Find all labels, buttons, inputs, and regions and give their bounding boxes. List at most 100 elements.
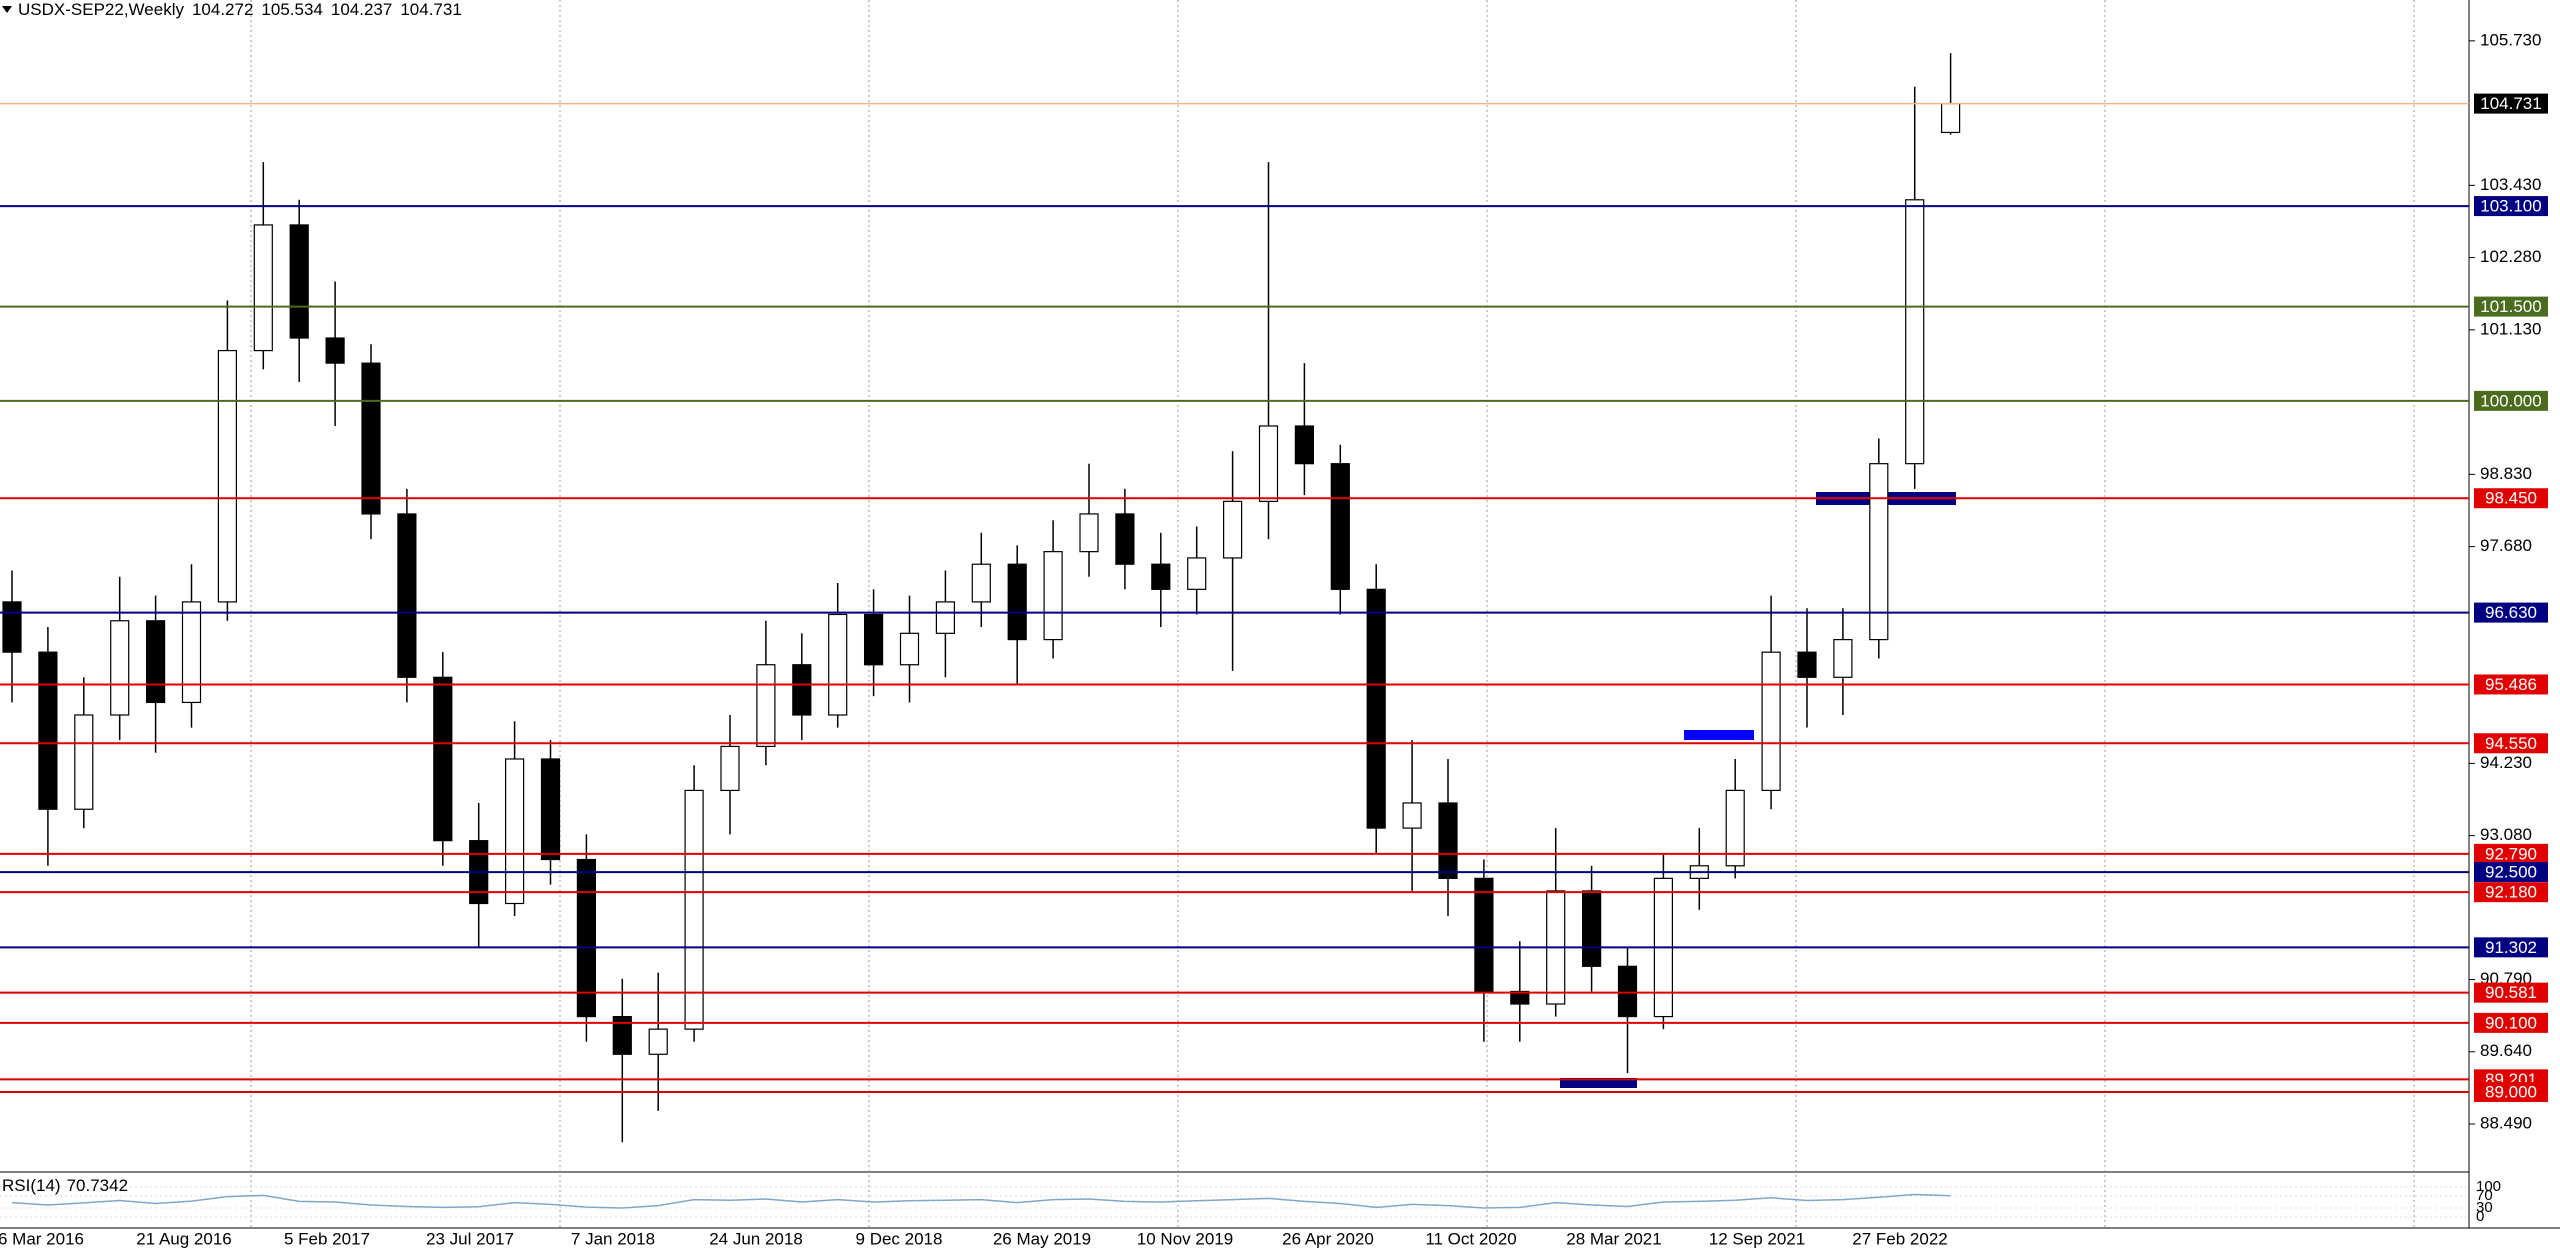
level-label-box bbox=[2474, 982, 2548, 1003]
level-label: 90.581 bbox=[2485, 983, 2537, 1002]
y-tick-label: 89.640 bbox=[2480, 1041, 2532, 1060]
level-label: 101.500 bbox=[2480, 297, 2541, 316]
y-tick-label: 94.230 bbox=[2480, 753, 2532, 772]
candle-body bbox=[1258, 425, 1279, 502]
level-label-box bbox=[2474, 488, 2548, 509]
x-tick-label: 24 Jun 2018 bbox=[709, 1229, 803, 1248]
level-label-box bbox=[2474, 296, 2548, 317]
x-tick-label: 21 Aug 2016 bbox=[136, 1229, 231, 1248]
level-label: 100.000 bbox=[2480, 391, 2541, 410]
candle-body bbox=[576, 858, 597, 1018]
candle-body bbox=[1474, 877, 1494, 993]
candle-body bbox=[1222, 500, 1243, 559]
level-label: 103.100 bbox=[2480, 197, 2541, 216]
zone bbox=[1560, 1078, 1637, 1088]
level-label-box bbox=[2474, 937, 2548, 958]
candle-body bbox=[756, 664, 776, 748]
level-label: 92.790 bbox=[2485, 844, 2537, 863]
candle-body bbox=[1617, 965, 1638, 1018]
level-label-box bbox=[2474, 1012, 2548, 1033]
x-tick-label: 7 Jan 2018 bbox=[571, 1229, 655, 1248]
rsi-tick-label: 0 bbox=[2476, 1208, 2484, 1225]
y-tick-label: 103.430 bbox=[2480, 175, 2541, 194]
level-label-box bbox=[2474, 196, 2548, 217]
candle-body bbox=[1294, 425, 1315, 465]
menu-arrow[interactable] bbox=[2, 6, 12, 13]
candle-body bbox=[146, 620, 166, 704]
candle-body bbox=[433, 676, 453, 842]
candle-body bbox=[110, 620, 130, 716]
candle-body bbox=[1402, 802, 1422, 829]
x-tick-label: 6 Mar 2016 bbox=[0, 1229, 84, 1248]
candle-body bbox=[505, 758, 525, 905]
rsi-tick-label: 70 bbox=[2476, 1187, 2493, 1204]
level-label-box bbox=[2474, 733, 2548, 754]
level-label: 96.630 bbox=[2485, 603, 2537, 622]
level-label: 98.450 bbox=[2485, 489, 2537, 508]
candle-body bbox=[397, 513, 417, 678]
level-label: 95.486 bbox=[2485, 675, 2537, 694]
x-tick-label: 11 Oct 2020 bbox=[1425, 1229, 1516, 1248]
rsi-value: 70.7342 bbox=[67, 1176, 128, 1195]
candle-body bbox=[1761, 651, 1781, 791]
candle-body bbox=[540, 758, 561, 861]
ohlc-value: 105.534 bbox=[261, 0, 322, 19]
level-label-box bbox=[2474, 882, 2548, 903]
level-label: 92.500 bbox=[2485, 863, 2537, 882]
zone bbox=[1684, 730, 1754, 740]
candle-body bbox=[253, 224, 273, 352]
level-label: 91.302 bbox=[2485, 938, 2537, 957]
candle-body bbox=[1797, 651, 1817, 678]
level-label: 90.100 bbox=[2485, 1013, 2537, 1032]
candle-body bbox=[74, 714, 94, 810]
candle-body bbox=[1043, 551, 1063, 641]
candle-body bbox=[1510, 990, 1530, 1005]
candle-body bbox=[1905, 199, 1925, 465]
candle-body bbox=[828, 613, 848, 716]
rsi-line bbox=[11, 1193, 1951, 1209]
candle-body bbox=[612, 1015, 632, 1055]
candle-body bbox=[1366, 588, 1386, 829]
candle-body bbox=[648, 1028, 668, 1055]
last-price-box bbox=[2474, 93, 2548, 114]
ohlc-value: 104.731 bbox=[400, 0, 461, 19]
candle-body bbox=[289, 224, 309, 339]
candle-body bbox=[1330, 463, 1350, 590]
x-tick-label: 10 Nov 2019 bbox=[1137, 1229, 1233, 1248]
level-label: 89.000 bbox=[2485, 1082, 2537, 1101]
y-tick-label: 93.080 bbox=[2480, 825, 2532, 844]
x-tick-label: 12 Sep 2021 bbox=[1709, 1229, 1805, 1248]
level-label-box bbox=[2474, 843, 2548, 864]
last-price-label: 104.731 bbox=[2480, 94, 2541, 113]
candle-body bbox=[361, 362, 381, 515]
candle-body bbox=[792, 664, 812, 716]
y-tick-label: 97.680 bbox=[2480, 536, 2532, 555]
x-tick-label: 26 Apr 2020 bbox=[1282, 1229, 1374, 1248]
level-label-box bbox=[2474, 862, 2548, 883]
rsi-tick-label: 30 bbox=[2476, 1199, 2493, 1216]
level-label-box bbox=[2474, 390, 2548, 411]
level-label-box bbox=[2474, 674, 2548, 695]
rsi-tick-label: 100 bbox=[2476, 1178, 2501, 1195]
x-tick-label: 26 May 2019 bbox=[993, 1229, 1091, 1248]
candle-body bbox=[1940, 103, 1961, 134]
level-label: 92.180 bbox=[2485, 883, 2537, 902]
candle-body bbox=[935, 601, 956, 634]
candle-body bbox=[899, 632, 920, 666]
candle-body bbox=[1869, 463, 1889, 641]
candle-body bbox=[1151, 563, 1171, 590]
candle-body bbox=[1007, 563, 1027, 641]
rsi-name: RSI(14) bbox=[2, 1176, 61, 1195]
x-tick-label: 27 Feb 2022 bbox=[1852, 1229, 1947, 1248]
header: USDX-SEP22,Weekly 104.272 105.534 104.237 10… bbox=[18, 0, 462, 19]
level-label-box bbox=[2474, 602, 2548, 623]
level-label-box bbox=[2474, 1081, 2548, 1102]
candle-body bbox=[217, 349, 237, 603]
rsi-label: RSI(14) 70.7342 bbox=[2, 1176, 128, 1195]
candle-body bbox=[1725, 789, 1745, 867]
candle-body bbox=[971, 563, 991, 603]
candle-body bbox=[1833, 639, 1853, 678]
y-tick-label: 102.280 bbox=[2480, 247, 2541, 266]
candle-body bbox=[1581, 890, 1602, 967]
